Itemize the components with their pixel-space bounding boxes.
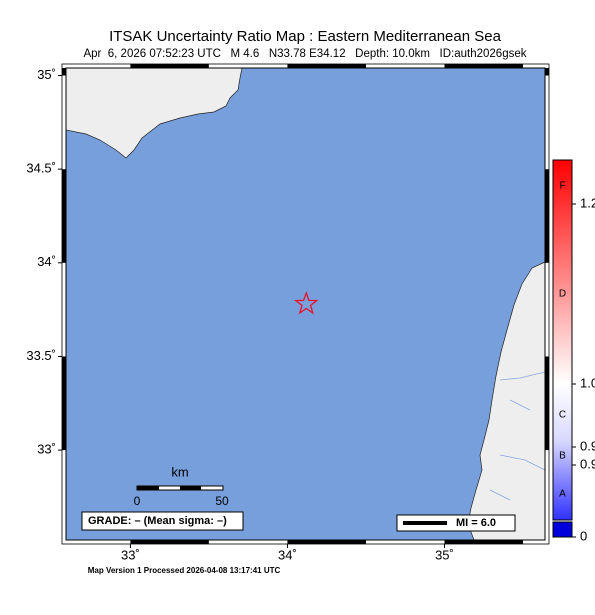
x-tick-label: 34˚ — [278, 547, 297, 562]
colorbar-letter: C — [559, 410, 566, 421]
frame-segment — [66, 540, 131, 544]
colorbar-letter: F — [559, 181, 565, 192]
colorbar-letter: B — [559, 451, 566, 462]
frame-segment — [130, 540, 209, 544]
y-tick-label: 35˚ — [37, 67, 56, 82]
grade-text: GRADE: – (Mean sigma: –) — [88, 515, 227, 527]
frame-segment — [208, 64, 288, 68]
frame-segment — [545, 450, 549, 540]
colorbar-tick-label: 1.2 — [580, 195, 595, 210]
y-tick-label: 33.5˚ — [26, 348, 56, 363]
frame-segment — [62, 75, 66, 170]
frame-segment — [444, 540, 524, 544]
frame-segment — [444, 64, 524, 68]
frame-segment — [66, 64, 131, 68]
x-tick-label: 35˚ — [435, 547, 454, 562]
colorbar-tick-label: 0.9 — [580, 438, 595, 453]
frame-segment — [287, 64, 366, 68]
scale-bar: km 0 50 — [134, 464, 229, 508]
frame-segment — [62, 262, 66, 357]
colorbar-tick-label: 1.0 — [580, 375, 595, 390]
scale-bar-segment — [180, 486, 201, 490]
frame-segment — [62, 169, 66, 263]
frame-segment — [365, 64, 445, 68]
frame — [61, 63, 550, 545]
frame-segment — [545, 262, 549, 357]
frame-border — [65, 67, 546, 541]
y-tick-label: 34.5˚ — [26, 161, 56, 176]
mi-box — [396, 514, 516, 532]
frame-segment — [62, 68, 66, 76]
scale-label: 0 — [134, 494, 141, 508]
footer: Map Version 1 Processed 2026-04-08 13:17… — [88, 566, 281, 575]
frame-segment — [523, 540, 545, 544]
scale-label: 50 — [215, 494, 229, 508]
frame-segment — [208, 540, 288, 544]
rivers — [489, 371, 546, 501]
sea — [66, 68, 545, 540]
scale-title: km — [171, 464, 188, 479]
subtitle: Apr 6, 2026 07:52:23 UTC M 4.6 N33.78 E3… — [83, 48, 526, 60]
frame-segment — [130, 64, 209, 68]
frame-segment — [545, 356, 549, 451]
frame-segment — [545, 75, 549, 170]
mi-text: MI = 6.0 — [456, 517, 496, 529]
frame-segment — [545, 68, 549, 76]
epicenter — [293, 291, 319, 315]
y-tick-label: 33˚ — [37, 442, 56, 457]
title: ITSAK Uncertainty Ratio Map : Eastern Me… — [109, 28, 502, 45]
frame-segment — [545, 169, 549, 263]
x-tick-label: 33˚ — [121, 547, 140, 562]
colorbar-scale — [552, 159, 573, 521]
frame-segment — [365, 540, 445, 544]
scale-bar-segment — [137, 486, 159, 490]
colorbar-tick-label: 0 — [580, 528, 587, 543]
y-tick-label: 34˚ — [37, 254, 56, 269]
colorbar-min — [552, 521, 573, 538]
land-cyprus — [65, 67, 243, 159]
frame-outer — [61, 63, 550, 545]
colorbar-tick-label: 0.9 — [580, 456, 595, 471]
colorbar-letter: A — [559, 489, 566, 500]
frame-segment — [62, 356, 66, 451]
frame-segment — [287, 540, 366, 544]
colorbar-letter: D — [559, 289, 566, 300]
grade-box — [81, 511, 244, 531]
frame-segment — [62, 450, 66, 540]
colorbar: F D C B A 1.2 1.0 0.9 0.9 0 — [552, 159, 595, 543]
frame-segment — [523, 64, 545, 68]
